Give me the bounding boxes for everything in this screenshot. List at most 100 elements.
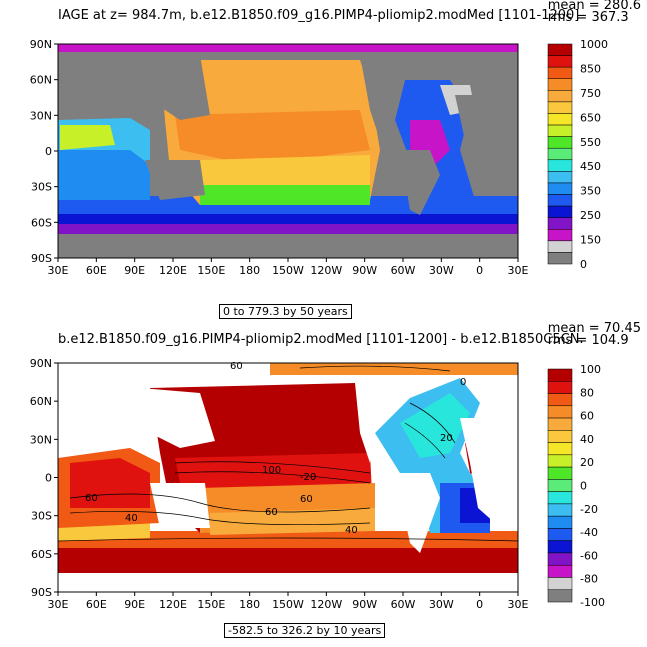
bottom-colorbar: 100 80 60 40 20 0 -20 -40 -60 -80 -100 [547, 363, 605, 609]
colorbar-swatch [547, 55, 573, 68]
colorbar-label: 60 [580, 410, 594, 423]
top-asia [58, 52, 210, 120]
lat-label: 0 [45, 472, 52, 485]
contour-label: 40 [345, 525, 358, 536]
colorbar-label: -80 [580, 573, 598, 586]
top-map-svg: 1000 850 750 650 550 450 350 250 150 0 90N 60N 30N 0… [30, 38, 608, 277]
colorbar-swatch [547, 466, 573, 480]
top-south-america [400, 150, 440, 215]
lon-label: 120E [159, 598, 187, 611]
top-band [58, 214, 518, 226]
colorbar-label: 100 [580, 363, 601, 376]
bottom-atlantic-north [400, 393, 470, 458]
top-map [58, 44, 518, 258]
colorbar-label: 750 [580, 87, 601, 100]
bottom-contour [69, 510, 371, 526]
colorbar-swatch [547, 78, 573, 91]
colorbar-swatch [547, 430, 573, 443]
lon-label: 150W [272, 598, 304, 611]
bottom-australia [150, 483, 210, 528]
colorbar-swatch [547, 66, 573, 79]
colorbar-swatch [547, 454, 573, 468]
colorbar-swatch [547, 417, 573, 431]
colorbar-label: 650 [580, 111, 601, 124]
bottom-map [57, 363, 519, 592]
lon-label: 150W [272, 264, 304, 277]
top-title: IAGE at z= 984.7m, b.e12.B1850.f09_g16.P… [58, 8, 580, 23]
colorbar-swatch [547, 113, 573, 126]
contour-label: 60 [85, 493, 98, 504]
top-north-america [360, 55, 405, 140]
colorbar-label: 20 [580, 456, 594, 469]
colorbar-swatch [547, 368, 573, 382]
lon-label: 180 [239, 598, 260, 611]
lat-label: 30N [30, 109, 52, 122]
colorbar-label: -100 [580, 596, 605, 609]
lon-label: 30E [48, 598, 69, 611]
colorbar-swatch [547, 171, 573, 184]
contour-label: 20 [440, 433, 453, 444]
bottom-africa [460, 418, 515, 523]
lat-label: 30S [31, 181, 52, 194]
top-africa [455, 95, 505, 190]
lat-label: 60S [31, 216, 52, 229]
colorbar-label: 0 [580, 480, 587, 493]
lon-label: 120W [310, 264, 342, 277]
colorbar-swatch [547, 564, 573, 578]
lat-label: 0 [45, 145, 52, 158]
colorbar-label: 850 [580, 62, 601, 75]
contour-label: 60 [230, 361, 243, 372]
bottom-contour [404, 422, 446, 459]
lat-label: 90S [31, 586, 52, 599]
lon-label: 30E [508, 264, 529, 277]
bottom-pacific-south2 [210, 508, 375, 535]
colorbar-label: 350 [580, 185, 601, 198]
lon-label: 120E [159, 264, 187, 277]
colorbar-swatch [547, 577, 573, 590]
top-indian-south [58, 150, 150, 200]
bottom-figure: b.e12.B1850.f09_g16.PIMP4-pliomip2.modMe… [0, 322, 647, 647]
colorbar-swatch [547, 479, 573, 492]
colorbar-swatch [547, 101, 573, 114]
lat-label: 60S [31, 548, 52, 561]
lat-label: 90S [31, 252, 52, 265]
top-antarctica [58, 236, 518, 258]
contour-label: -20 [300, 472, 316, 483]
colorbar-label: 80 [580, 386, 594, 399]
colorbar-label: 150 [580, 234, 601, 247]
bottom-rms: rms = 104.9 [547, 333, 629, 348]
top-arctic [58, 44, 518, 52]
colorbar-swatch [547, 491, 573, 505]
colorbar-swatch [547, 90, 573, 103]
colorbar-swatch [547, 393, 573, 407]
bottom-contour [57, 537, 519, 542]
bottom-asia [58, 381, 215, 448]
colorbar-label: 40 [580, 433, 594, 446]
colorbar-swatch [547, 217, 573, 230]
lat-label: 30S [31, 510, 52, 523]
top-indian-north [60, 125, 115, 150]
colorbar-swatch [547, 252, 573, 265]
colorbar-swatch [547, 515, 573, 529]
colorbar-swatch [547, 552, 573, 566]
colorbar-swatch [547, 136, 573, 149]
colorbar-swatch [547, 182, 573, 195]
colorbar-swatch [547, 240, 573, 253]
colorbar-swatch [547, 405, 573, 419]
bottom-contour [69, 493, 371, 513]
colorbar-swatch [547, 194, 573, 207]
bottom-title: b.e12.B1850.f09_g16.PIMP4-pliomip2.modMe… [58, 332, 584, 347]
bottom-arctic [270, 363, 518, 375]
lon-label: 120W [310, 598, 342, 611]
colorbar-swatch [547, 540, 573, 554]
bottom-contour [174, 461, 371, 474]
colorbar-swatch [547, 381, 573, 394]
colorbar-label: -60 [580, 549, 598, 562]
bottom-contour [174, 471, 371, 484]
lon-label: 90W [352, 598, 377, 611]
colorbar-swatch [547, 528, 573, 541]
bottom-map-svg: 60 100 60 -20 60 40 60 40 20 0 100 80 60 40 20 0 -20 -40… [30, 357, 605, 611]
lon-label: 60E [86, 264, 107, 277]
lon-label: 150E [197, 598, 225, 611]
